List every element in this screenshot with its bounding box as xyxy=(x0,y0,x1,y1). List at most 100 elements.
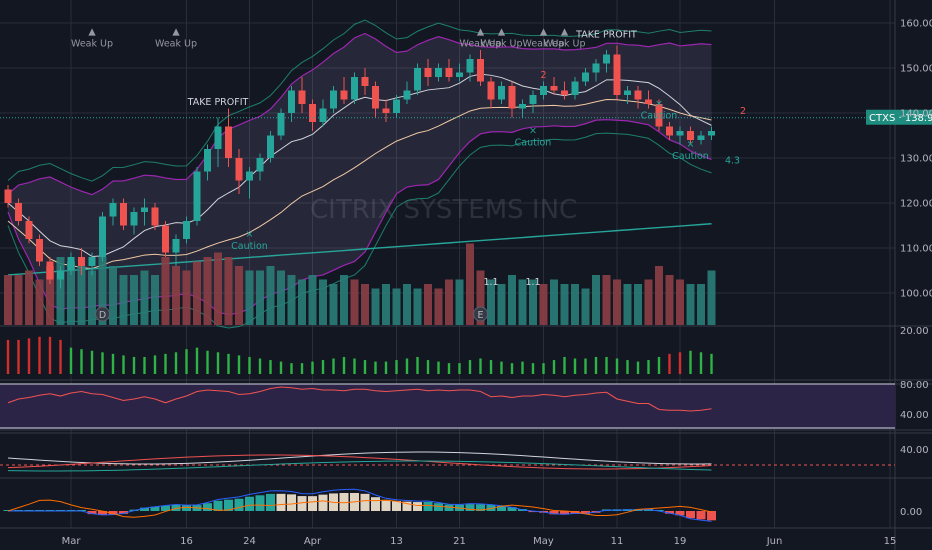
event-marker-circle xyxy=(473,306,488,322)
macd-histogram-bar xyxy=(497,505,506,511)
macd-histogram-bar xyxy=(203,503,212,511)
candle-body xyxy=(88,257,96,266)
price-axis-tick-label: 120.00 xyxy=(900,199,932,210)
volume-bar xyxy=(550,279,558,325)
volume-bar xyxy=(308,275,317,325)
volume-bar xyxy=(371,288,380,325)
pane2-tick-label: 80.00 xyxy=(900,380,929,391)
volume-bar xyxy=(4,275,12,325)
candle-body xyxy=(414,68,421,91)
annotation-label: Weak Up xyxy=(71,39,113,50)
candle-body xyxy=(687,131,694,140)
pane1-histogram-bar xyxy=(552,360,556,374)
last-price-label-bg xyxy=(866,109,932,125)
candle-body xyxy=(529,95,537,104)
price-axis-tick-label: 160.00 xyxy=(900,19,932,30)
event-marker-label: E xyxy=(477,310,483,321)
pane1-histogram-bar xyxy=(27,338,31,374)
candle-body xyxy=(382,108,390,113)
last-price-label: CTXS · 138.95 xyxy=(869,113,932,124)
candle-body xyxy=(498,86,505,100)
annotation-label: Caution xyxy=(641,111,678,122)
volume-bar xyxy=(256,270,264,325)
pane1-histogram-bar xyxy=(90,350,94,374)
annotation-marker: ▲ xyxy=(477,27,485,38)
time-axis-tick-label: May xyxy=(533,536,554,547)
volume-bar xyxy=(245,270,254,325)
macd-histogram-bar xyxy=(339,493,349,511)
candle-body xyxy=(445,68,453,77)
macd-histogram-bar xyxy=(213,500,223,511)
time-axis-tick-label: Apr xyxy=(304,536,322,547)
volume-bar xyxy=(140,270,149,325)
macd-histogram-bar xyxy=(507,507,517,511)
macd-histogram-bar xyxy=(224,499,233,511)
pane1-histogram-bar xyxy=(447,363,451,374)
volume-bar xyxy=(98,257,107,325)
pane1-histogram-bar xyxy=(458,363,461,374)
pane1-histogram-bar xyxy=(311,361,314,374)
pane1-histogram-bar xyxy=(657,356,661,374)
pane1-histogram-bar xyxy=(237,355,241,374)
candle-body xyxy=(319,108,327,122)
macd-histogram-bar xyxy=(266,493,275,511)
candle-body xyxy=(183,221,190,239)
macd-histogram-bar xyxy=(360,493,370,511)
macd-histogram-bar xyxy=(465,504,475,511)
candle-body xyxy=(603,54,610,64)
candle-body xyxy=(540,86,547,95)
volume-bar xyxy=(434,288,443,325)
pane1-histogram-bar xyxy=(111,353,115,374)
pane1-histogram-bar xyxy=(216,352,220,374)
macd-histogram-bar xyxy=(444,504,454,511)
pane1-histogram-bar xyxy=(563,356,566,374)
candle-body xyxy=(645,99,652,104)
pane1-histogram-bar xyxy=(290,363,293,374)
macd-histogram-bar xyxy=(98,511,107,516)
time-axis-tick-label: 11 xyxy=(611,536,624,547)
price-axis-tick-label: 110.00 xyxy=(900,244,932,255)
pane1-histogram-bar xyxy=(269,360,272,374)
volume-bar xyxy=(445,279,453,325)
pane1-histogram-bar xyxy=(615,358,619,374)
volume-bar xyxy=(14,275,23,325)
pane1-histogram-bar xyxy=(384,361,388,374)
volume-bar xyxy=(518,279,527,325)
pane2-tick-label: 40.00 xyxy=(900,410,929,421)
candle-body xyxy=(708,131,715,136)
candle-body xyxy=(25,221,33,239)
annotation-label: Weak Up xyxy=(155,39,197,50)
pane2-line xyxy=(7,386,712,412)
volume-bar xyxy=(35,279,44,325)
candle-body xyxy=(15,203,22,221)
pane1-histogram-bar xyxy=(678,352,682,374)
volume-bar xyxy=(119,275,128,325)
volume-bar xyxy=(539,284,548,325)
pane1-histogram-bar xyxy=(668,353,671,374)
annotation-label: Weak Up xyxy=(522,39,564,50)
macd-histogram-bar xyxy=(686,511,695,519)
volume-bar xyxy=(581,288,590,325)
volume-bar xyxy=(665,275,674,325)
time-axis-tick-label: Jun xyxy=(766,536,783,547)
macd-histogram-bar xyxy=(287,494,296,511)
pane1-histogram-bar xyxy=(395,360,398,374)
volume-bar xyxy=(46,266,54,325)
macd-histogram-bar xyxy=(423,501,433,511)
volume-bar xyxy=(634,284,642,325)
candle-body xyxy=(582,72,589,82)
volume-bar xyxy=(161,257,170,325)
annotation-marker: × xyxy=(655,99,663,110)
volume-bar xyxy=(676,279,684,325)
volume-bar xyxy=(329,284,338,325)
candle-body xyxy=(624,90,631,95)
candle-body xyxy=(225,126,232,158)
candle-body xyxy=(351,77,358,100)
price-axis-tick-label: 100.00 xyxy=(900,289,932,300)
pane2-band xyxy=(0,384,895,429)
macd-histogram-bar xyxy=(402,501,412,511)
volume-bar xyxy=(277,270,285,325)
pane1-histogram-bar xyxy=(206,350,209,374)
candle-body xyxy=(393,99,400,113)
